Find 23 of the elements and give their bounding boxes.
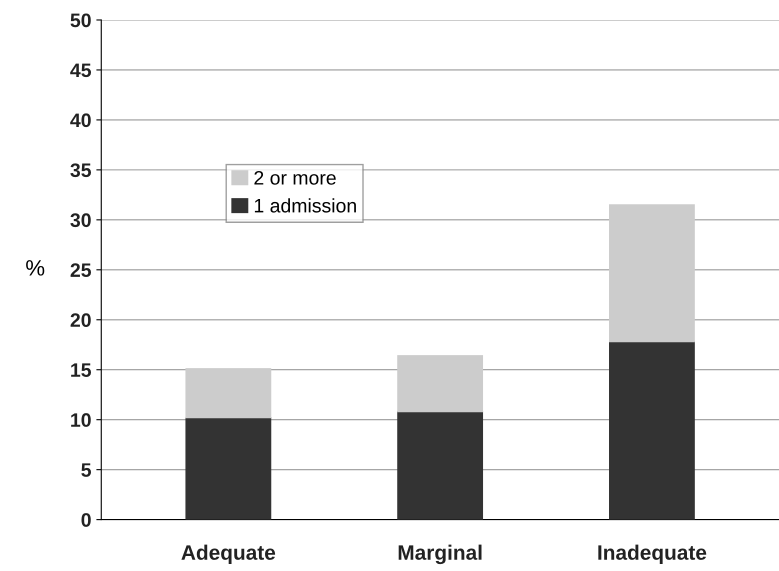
bar [609,204,695,342]
y-tick-label: 45 [70,64,92,78]
y-tick-label: 35 [70,163,92,178]
y-tick-label: 15 [71,363,92,377]
y-tick-label: 50 [70,13,91,28]
bar [397,411,484,520]
bar [609,341,695,520]
y-tick-label: 40 [70,113,91,128]
bar [397,355,484,412]
bar [185,417,272,520]
x-tick-label: Marginal [398,544,482,564]
y-tick-label: 20 [70,313,91,327]
legend-label: 2 or more [254,170,336,185]
y-axis-title: % [26,260,44,276]
y-tick-label: 5 [81,463,92,477]
y-tick-label: 0 [82,513,91,527]
bar [185,368,272,418]
x-tick-label: Adequate [181,544,276,564]
y-tick-label: 25 [70,263,92,278]
y-tick-label: 10 [71,413,91,427]
legend-label: 1 admission [254,198,356,213]
y-tick-label: 30 [70,213,91,228]
x-tick-label: Inadequate [598,544,706,564]
